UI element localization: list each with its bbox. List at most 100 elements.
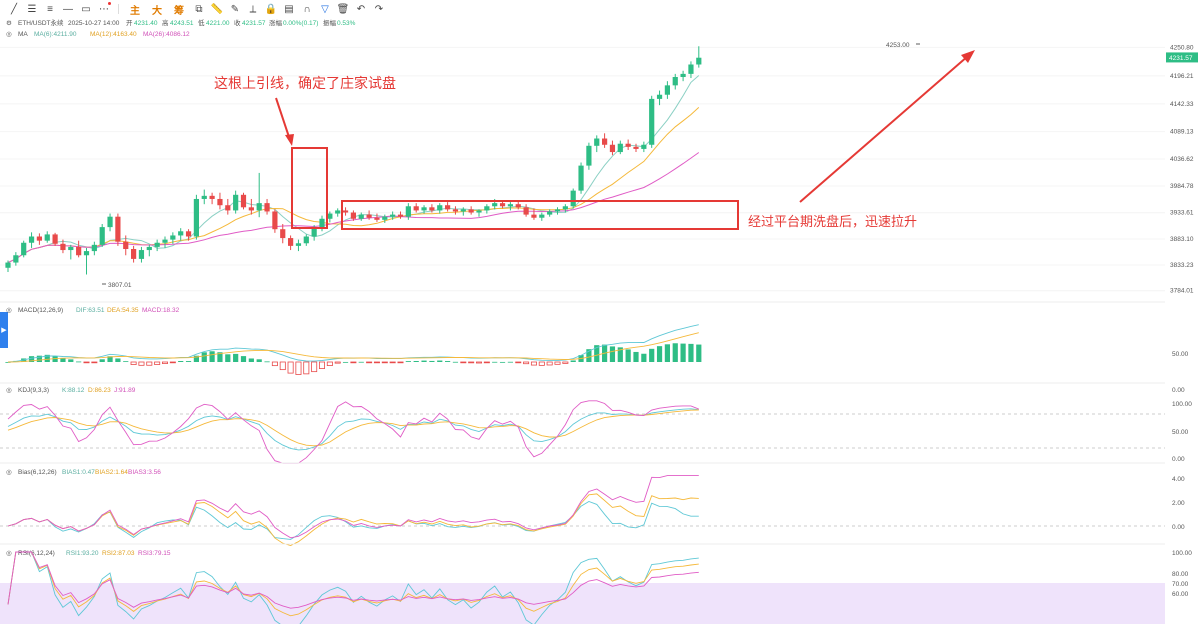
- rsi2-line: [7, 551, 699, 617]
- candle-body: [185, 231, 192, 237]
- candle-body: [21, 242, 27, 256]
- candle-body: [28, 236, 35, 243]
- candle-body: [342, 210, 349, 213]
- macd-bar: [530, 361, 537, 366]
- macd-bar: [373, 361, 380, 364]
- macd-bar: [499, 361, 506, 363]
- candle-body: [696, 57, 702, 65]
- bias-tick: 0.00: [1172, 524, 1185, 531]
- candle-body: [288, 238, 294, 246]
- macd-bar: [240, 356, 247, 362]
- macd-bar: [138, 361, 145, 366]
- candle-body: [44, 234, 50, 241]
- candle-body: [225, 205, 231, 211]
- eye-icon[interactable]: ◎: [6, 387, 12, 394]
- candle-body: [107, 216, 113, 228]
- macd-bar: [546, 361, 553, 366]
- platform-annotation: 经过平台期洗盘后，迅速拉升: [748, 214, 917, 229]
- macd-bar: [287, 361, 294, 374]
- candle-body: [539, 214, 545, 218]
- macd-bar: [389, 361, 396, 364]
- candle-body: [499, 203, 506, 207]
- lock-icon[interactable]: 🔒: [264, 3, 278, 15]
- ruler-icon[interactable]: 📏: [210, 3, 224, 15]
- measure-icon[interactable]: ⟂: [249, 3, 257, 15]
- candle-body: [421, 207, 427, 211]
- redo-icon[interactable]: ↷: [374, 3, 384, 15]
- candle-body: [146, 246, 152, 251]
- bias-pane: ◎ Bias(6,12,26) BIAS1:0.47 BIAS2:1.64 BI…: [0, 462, 1185, 546]
- trendline-icon[interactable]: ╱: [10, 3, 18, 15]
- eye-icon[interactable]: ◎: [6, 31, 12, 38]
- magnet-icon[interactable]: ∩: [303, 3, 311, 15]
- eye-icon[interactable]: ◎: [6, 550, 12, 557]
- rsi-pane: ◎ RSI(6,12,24) RSI1:93.20 RSI2:87.03 RSI…: [0, 543, 1192, 624]
- pencil-icon[interactable]: ✎: [230, 3, 240, 15]
- eye-icon[interactable]: ◎: [6, 469, 12, 476]
- kdj-tick: 50.00: [1172, 429, 1189, 436]
- price-tick: 4089.13: [1170, 129, 1194, 136]
- rsi-overbought-zone: [0, 583, 1165, 624]
- close-value: 4231.57: [242, 20, 266, 27]
- macd-bar: [492, 361, 498, 363]
- macd-bar: [5, 362, 11, 363]
- more-dots-icon[interactable]: ⋯: [99, 2, 111, 15]
- kdj-pane: ◎ KDJ(9,3,3) K:88.12 D:86.23 J:91.89 100…: [0, 382, 1192, 464]
- candle-body: [335, 210, 341, 214]
- candle-body: [484, 206, 490, 211]
- copy-icon[interactable]: ⧉: [195, 3, 203, 15]
- eye-icon[interactable]: ◎: [6, 307, 12, 314]
- rsi1: RSI1:93.20: [66, 550, 99, 557]
- horizontal-lines-icon[interactable]: ☰: [27, 3, 37, 15]
- open-value: 4231.40: [134, 20, 158, 27]
- settings-icon[interactable]: ⚙: [6, 20, 12, 27]
- expand-sidebar-button[interactable]: ▶: [0, 312, 8, 348]
- low-label: 低: [198, 18, 205, 27]
- rectangle-icon[interactable]: ▭: [81, 3, 91, 15]
- rsi-label: RSI(6,12,24): [18, 550, 55, 557]
- candle-body: [656, 94, 663, 99]
- change-label: 涨幅: [269, 18, 283, 27]
- macd-bar: [193, 355, 199, 362]
- macd-bar: [483, 361, 490, 364]
- candle-body: [327, 213, 333, 219]
- trash-icon[interactable]: 🗑: [336, 3, 350, 15]
- price-tick: 4196.21: [1170, 73, 1194, 80]
- price-tick: 3933.61: [1170, 210, 1194, 217]
- rsi-tick: 80.00: [1172, 571, 1189, 578]
- datetime-label: 2025-10-27 14:00: [68, 20, 120, 27]
- macd-bar: [279, 361, 286, 371]
- rsi-tick: 60.00: [1172, 591, 1189, 598]
- candle-body: [688, 64, 694, 74]
- candle-body: [476, 210, 482, 213]
- macd-bar: [397, 361, 404, 364]
- candle-body: [115, 216, 121, 242]
- filter-icon[interactable]: ▽: [321, 3, 329, 15]
- candle-body: [264, 203, 270, 212]
- horizontal-ray-icon[interactable]: —: [63, 3, 73, 15]
- bias1-line: [7, 501, 699, 540]
- candles: [5, 46, 702, 275]
- candle-body: [83, 251, 90, 256]
- bias-tick: 2.00: [1172, 500, 1185, 507]
- candle-body: [445, 205, 451, 210]
- kdj-j-line: [7, 400, 699, 464]
- layers-icon[interactable]: ▤: [284, 3, 294, 15]
- mode-button[interactable]: 筹: [174, 5, 184, 17]
- parallel-channel-icon[interactable]: ≡: [47, 3, 53, 15]
- candle-body: [594, 138, 600, 146]
- kdj-j: J:91.89: [114, 387, 136, 394]
- candle-body: [641, 144, 647, 149]
- macd-bar: [554, 361, 561, 365]
- candle-body: [217, 198, 223, 206]
- mode-button[interactable]: 主: [130, 5, 140, 17]
- rsi2: RSI2:87.03: [102, 550, 135, 557]
- mode-button[interactable]: 大: [152, 5, 162, 17]
- macd-bar: [570, 360, 576, 362]
- macd-bar: [405, 361, 411, 362]
- price-tick: 3784.01: [1170, 288, 1194, 295]
- candle-body: [209, 195, 215, 199]
- undo-icon[interactable]: ↶: [356, 3, 366, 15]
- kdj-d-line: [7, 409, 699, 447]
- macd-bar: [523, 361, 530, 365]
